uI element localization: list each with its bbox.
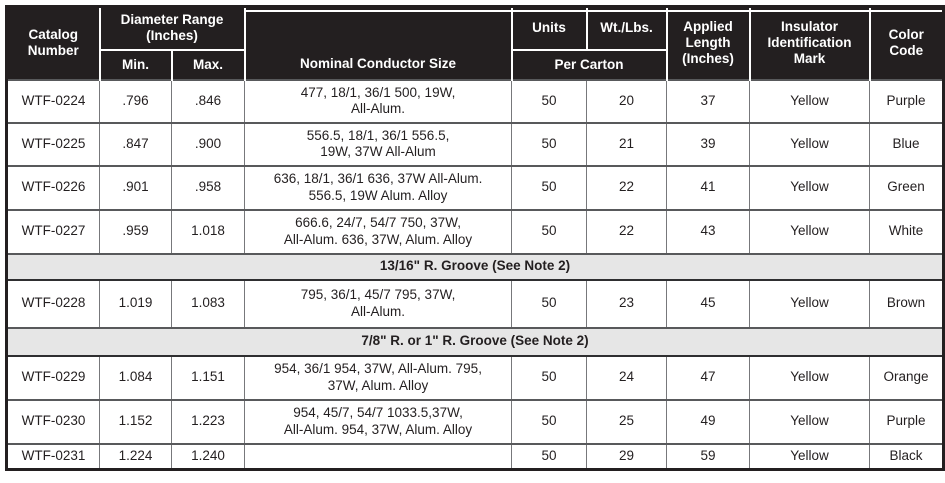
section-band-label: 13/16" R. Groove (See Note 2) <box>6 252 944 281</box>
wt-cell: 21 <box>586 121 668 167</box>
min-cell: .796 <box>99 78 172 124</box>
wt-cell: 25 <box>586 398 668 445</box>
color-code-cell: Purple <box>869 398 945 445</box>
header-diameter-range: Diameter Range (Inches) <box>98 5 246 50</box>
nominal-cell: 954, 45/7, 54/7 1033.5,37W, All-Alum. 95… <box>244 398 513 445</box>
color-code-cell: Brown <box>869 278 945 329</box>
nominal-cell: 954, 36/1 954, 37W, All-Alum. 795, 37W, … <box>244 354 513 401</box>
table-row: WTF-0225 .847 .900 556.5, 18/1, 36/1 556… <box>6 121 945 167</box>
max-cell: 1.018 <box>170 208 246 255</box>
header-per-carton: Per Carton <box>510 48 668 80</box>
nominal-cell: 636, 18/1, 36/1 636, 37W All-Alum. 556.5… <box>244 164 513 211</box>
min-cell: 1.084 <box>99 354 172 401</box>
units-cell: 50 <box>511 121 588 167</box>
color-code-cell: Black <box>869 442 945 471</box>
max-cell: 1.223 <box>170 398 246 445</box>
wt-cell: 22 <box>586 164 668 211</box>
applied-length-cell: 47 <box>666 354 751 401</box>
color-code-cell: White <box>869 208 945 255</box>
units-cell: 50 <box>511 164 588 211</box>
section-band-label: 7/8" R. or 1" R. Groove (See Note 2) <box>6 326 944 357</box>
catalog-cell: WTF-0228 <box>6 278 100 329</box>
max-cell: 1.083 <box>170 278 246 329</box>
min-cell: .847 <box>99 121 172 167</box>
header-max: Max. <box>170 48 246 80</box>
catalog-cell: WTF-0231 <box>6 442 100 471</box>
nominal-cell: 556.5, 18/1, 36/1 556.5, 19W, 37W All-Al… <box>244 121 513 167</box>
insulator-cell: Yellow <box>749 208 871 255</box>
catalog-cell: WTF-0224 <box>6 78 100 124</box>
catalog-cell: WTF-0225 <box>6 121 100 167</box>
units-cell: 50 <box>511 354 588 401</box>
insulator-cell: Yellow <box>749 278 871 329</box>
min-cell: .959 <box>99 208 172 255</box>
applied-length-cell: 39 <box>666 121 751 167</box>
color-code-cell: Purple <box>869 78 945 124</box>
catalog-cell: WTF-0229 <box>6 354 100 401</box>
table-row: WTF-0227 .959 1.018 666.6, 24/7, 54/7 75… <box>6 208 945 255</box>
table-row: WTF-0229 1.084 1.151 954, 36/1 954, 37W,… <box>6 354 945 401</box>
insulator-cell: Yellow <box>749 442 871 471</box>
catalog-cell: WTF-0226 <box>6 164 100 211</box>
applied-length-cell: 41 <box>666 164 751 211</box>
header-wt-lbs: Wt./Lbs. <box>585 5 668 50</box>
insulator-cell: Yellow <box>749 78 871 124</box>
applied-length-cell: 43 <box>666 208 751 255</box>
section-band-row: 7/8" R. or 1" R. Groove (See Note 2) <box>6 326 944 357</box>
min-cell: 1.152 <box>99 398 172 445</box>
min-cell: 1.224 <box>99 442 172 471</box>
catalog-cell: WTF-0227 <box>6 208 100 255</box>
table-row: WTF-0226 .901 .958 636, 18/1, 36/1 636, … <box>6 164 945 211</box>
units-cell: 50 <box>511 78 588 124</box>
header-min: Min. <box>98 48 173 80</box>
nominal-cell: 666.6, 24/7, 54/7 750, 37W, All-Alum. 63… <box>244 208 513 255</box>
max-cell: .900 <box>170 121 246 167</box>
insulator-cell: Yellow <box>749 354 871 401</box>
color-code-cell: Green <box>869 164 945 211</box>
table-row: WTF-0228 1.019 1.083 795, 36/1, 45/7 795… <box>6 278 945 329</box>
units-cell: 50 <box>511 208 588 255</box>
wt-cell: 23 <box>586 278 668 329</box>
header-color-code: Color Code <box>868 5 945 80</box>
insulator-cell: Yellow <box>749 164 871 211</box>
min-cell: 1.019 <box>99 278 172 329</box>
table-row: WTF-0230 1.152 1.223 954, 45/7, 54/7 103… <box>6 398 945 445</box>
header-nominal-conductor-size: Nominal Conductor Size <box>243 5 513 80</box>
color-code-cell: Orange <box>869 354 945 401</box>
units-cell: 50 <box>511 398 588 445</box>
table-row: WTF-0231 1.224 1.240 50 29 59 Yellow Bla… <box>6 442 945 471</box>
max-cell: 1.240 <box>170 442 246 471</box>
max-cell: .846 <box>170 78 246 124</box>
color-code-cell: Blue <box>869 121 945 167</box>
insulator-cell: Yellow <box>749 398 871 445</box>
applied-length-cell: 59 <box>666 442 751 471</box>
wt-cell: 24 <box>586 354 668 401</box>
units-cell: 50 <box>511 278 588 329</box>
max-cell: .958 <box>170 164 246 211</box>
applied-length-cell: 37 <box>666 78 751 124</box>
applied-length-cell: 45 <box>666 278 751 329</box>
header-catalog-number: Catalog Number <box>5 5 101 80</box>
table-body: WTF-0224 .796 .846 477, 18/1, 36/1 500, … <box>6 78 945 471</box>
catalog-cell: WTF-0230 <box>6 398 100 445</box>
wt-cell: 20 <box>586 78 668 124</box>
nominal-cell: 795, 36/1, 45/7 795, 37W, All-Alum. <box>244 278 513 329</box>
nominal-cell <box>244 442 513 471</box>
section-band-row: 13/16" R. Groove (See Note 2) <box>6 252 944 281</box>
max-cell: 1.151 <box>170 354 246 401</box>
header-units: Units <box>510 5 588 50</box>
units-cell: 50 <box>511 442 588 471</box>
min-cell: .901 <box>99 164 172 211</box>
connector-spec-table: Catalog Number Diameter Range (Inches) N… <box>5 5 945 471</box>
wt-cell: 29 <box>586 442 668 471</box>
table-header: Catalog Number Diameter Range (Inches) N… <box>5 5 945 80</box>
table-row: WTF-0224 .796 .846 477, 18/1, 36/1 500, … <box>6 78 945 124</box>
applied-length-cell: 49 <box>666 398 751 445</box>
header-applied-length: Applied Length (Inches) <box>665 5 751 80</box>
insulator-cell: Yellow <box>749 121 871 167</box>
wt-cell: 22 <box>586 208 668 255</box>
nominal-cell: 477, 18/1, 36/1 500, 19W, All-Alum. <box>244 78 513 124</box>
header-insulator-identification-mark: Insulator Identification Mark <box>748 5 871 80</box>
